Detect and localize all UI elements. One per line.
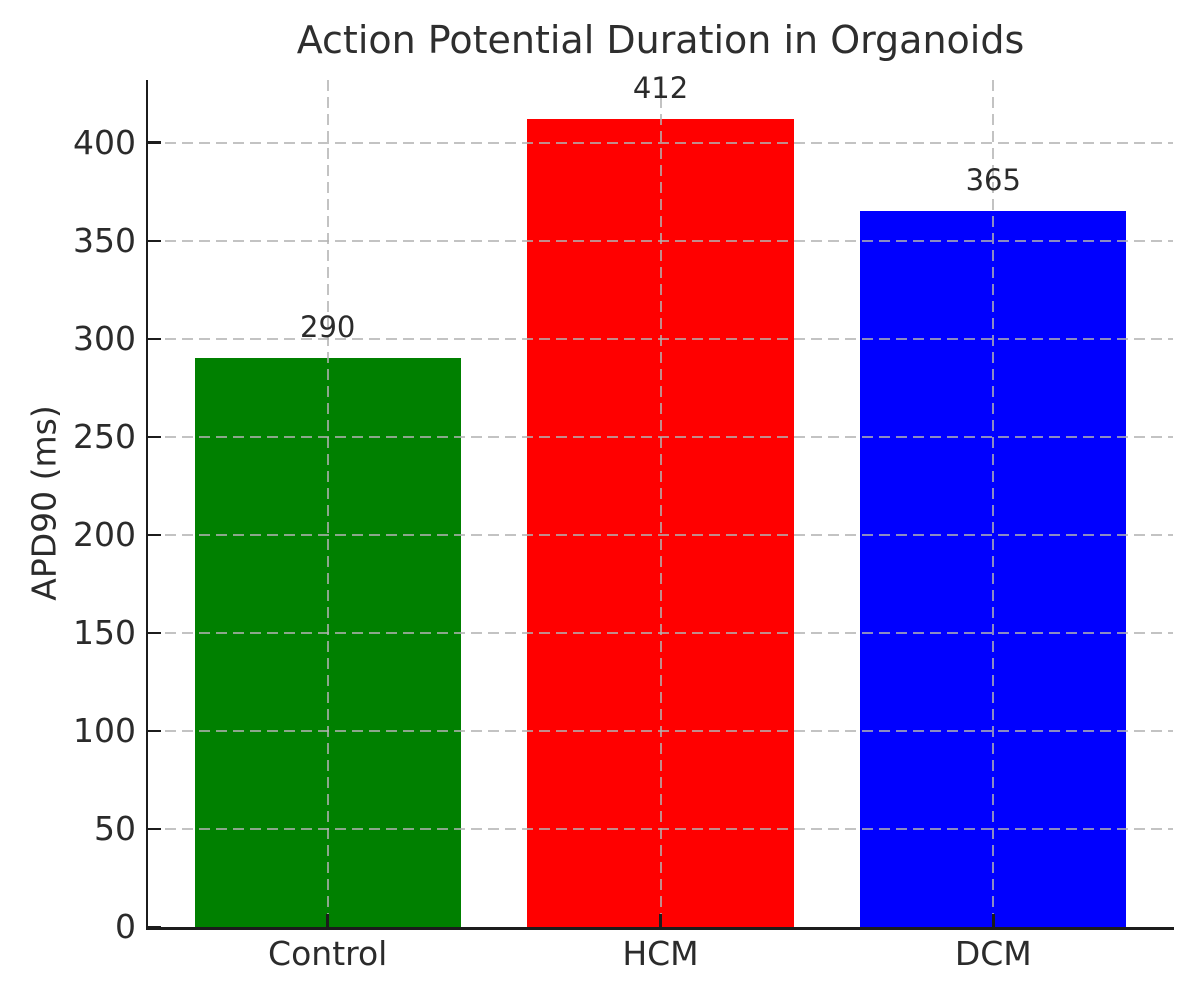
- y-tick-label: 350: [73, 220, 136, 260]
- y-tick-mark: [148, 533, 161, 537]
- y-tick-label: 400: [73, 122, 136, 162]
- x-axis-spine: [145, 927, 1174, 930]
- x-tick-mark: [659, 914, 662, 927]
- x-tick-mark: [992, 914, 995, 927]
- bar-value-label: 365: [965, 163, 1021, 198]
- y-tick-mark: [148, 435, 161, 439]
- plot-area: 290 412 365: [145, 71, 1174, 930]
- y-tick-label: 150: [73, 612, 136, 652]
- x-tick-mark: [326, 914, 329, 927]
- y-tick-label: 250: [73, 416, 136, 456]
- y-tick-mark: [148, 239, 161, 243]
- vertical-gridline: [326, 80, 329, 927]
- chart-title: Action Potential Duration in Organoids: [296, 18, 1025, 62]
- x-tick-label: DCM: [954, 934, 1032, 973]
- y-tick-label: 50: [94, 808, 136, 848]
- bar-value-label: 290: [300, 310, 356, 345]
- x-tick-label: Control: [268, 934, 388, 973]
- x-tick-label: HCM: [622, 934, 699, 973]
- y-tick-mark: [148, 141, 161, 144]
- y-tick-mark: [148, 337, 161, 341]
- y-tick-label: 100: [73, 710, 136, 750]
- vertical-gridline: [992, 80, 995, 927]
- vertical-gridline: [659, 80, 662, 927]
- y-tick-label: 0: [115, 907, 136, 946]
- bar-value-label: 412: [632, 71, 689, 106]
- y-tick-label: 300: [73, 318, 136, 358]
- y-tick-mark: [148, 827, 161, 831]
- y-tick-mark: [148, 729, 161, 733]
- y-tick-mark: [148, 631, 161, 635]
- y-axis-spine: [145, 80, 148, 930]
- y-tick-label: 200: [73, 514, 136, 554]
